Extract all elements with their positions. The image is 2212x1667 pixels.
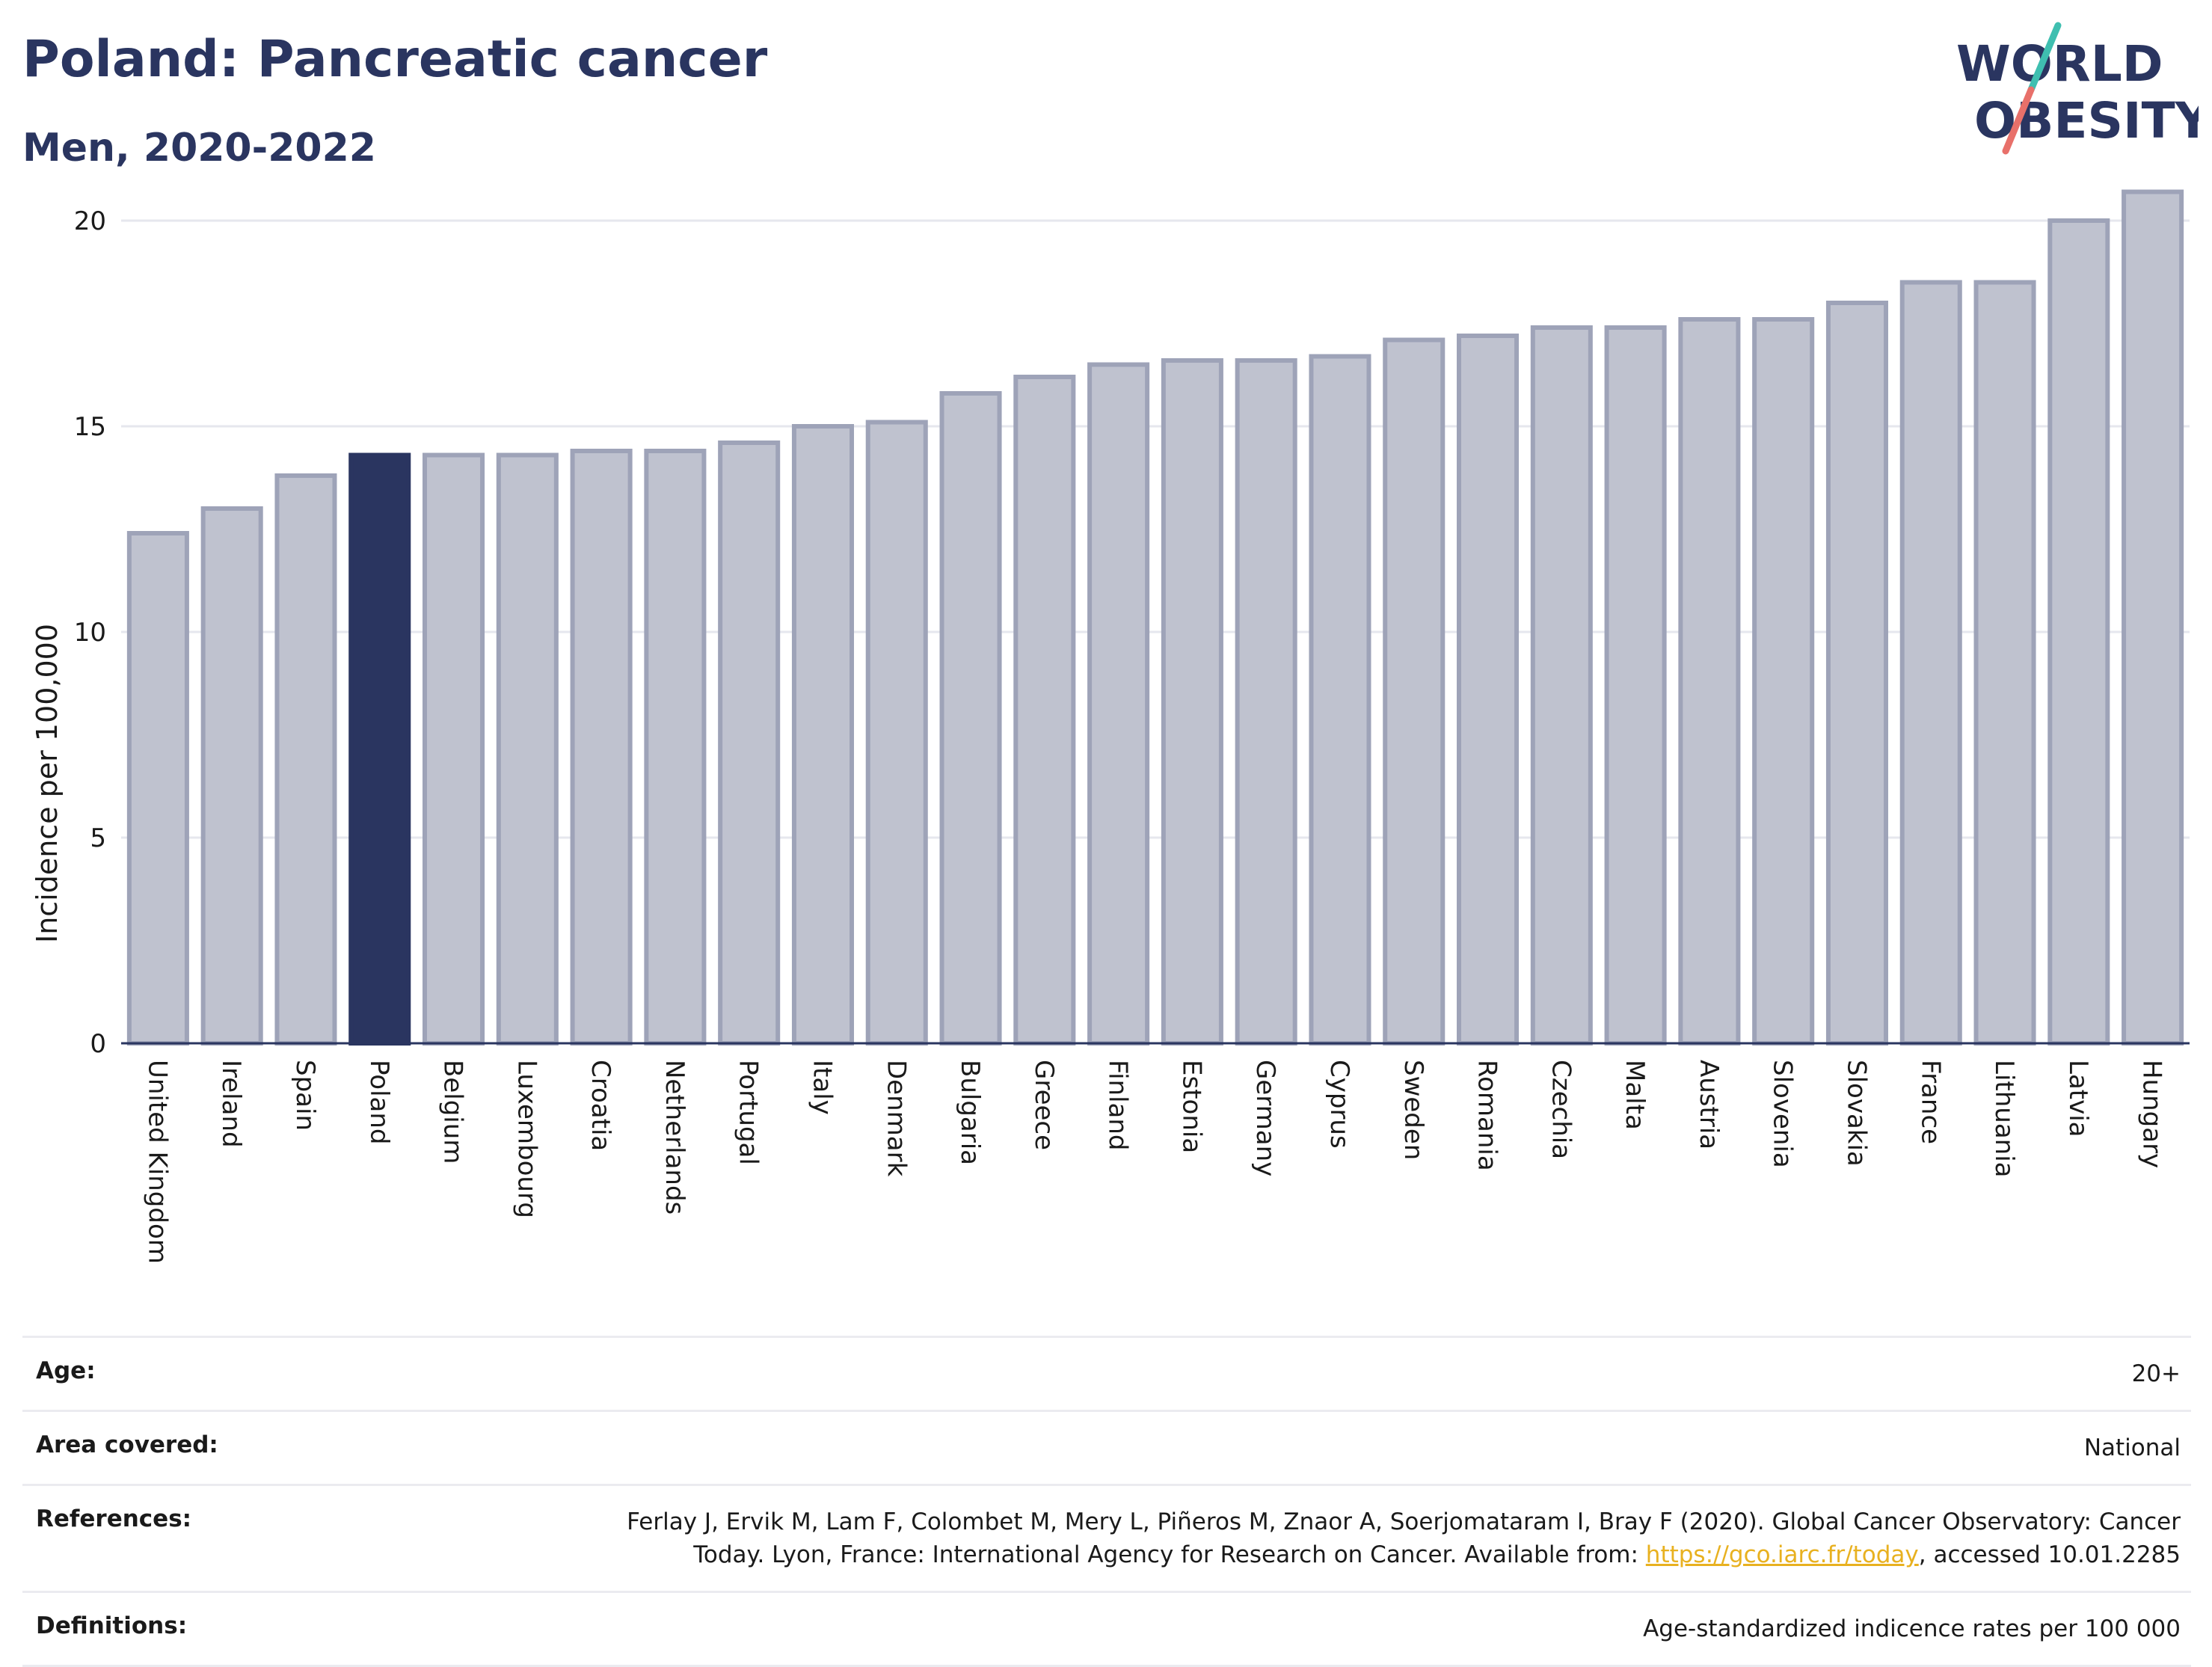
world-obesity-logo: WORLD OBESITY [1956, 22, 2199, 155]
x-tick-label: Sweden [1398, 1060, 1428, 1160]
x-tick-label: Czechia [1546, 1060, 1576, 1159]
info-row-age: Age: 20+ [22, 1336, 2191, 1410]
x-tick-label: Netherlands [660, 1060, 689, 1215]
x-tick-label: Greece [1029, 1060, 1059, 1150]
info-table: Age: 20+ Area covered: National Referenc… [22, 1336, 2191, 1667]
reference-accessed: , accessed 10.01.2285 [1918, 1541, 2181, 1568]
x-tick-label: United Kingdom [142, 1060, 172, 1264]
y-tick-label: 0 [90, 1029, 106, 1059]
info-row-definitions: Definitions: Age-standardized indicence … [22, 1591, 2191, 1667]
x-tick-label: Cyprus [1324, 1060, 1354, 1149]
bar-finland [1087, 362, 1150, 1046]
reference-link[interactable]: https://gco.iarc.fr/today [1645, 1541, 1919, 1568]
x-tick-label: Hungary [2137, 1060, 2167, 1168]
bar-slovenia [1752, 317, 1815, 1046]
info-key-age: Age: [36, 1357, 96, 1384]
x-tick-label: Malta [1620, 1060, 1650, 1130]
info-key-definitions: Definitions: [36, 1612, 188, 1639]
page-subtitle: Men, 2020-2022 [22, 126, 376, 171]
x-tick-label: Luxembourg [511, 1060, 541, 1218]
info-row-area: Area covered: National [22, 1410, 2191, 1484]
bar-bulgaria [939, 391, 1002, 1046]
x-tick-label: Portugal [734, 1060, 764, 1165]
bar-united-kingdom [126, 531, 189, 1046]
logo-slash-top [2027, 22, 2062, 93]
bar-sweden [1383, 337, 1446, 1046]
bar-ireland [200, 506, 263, 1046]
x-tick-label: Lithuania [1989, 1060, 2019, 1177]
bar-malta [1604, 325, 1667, 1046]
info-value-area: National [2083, 1434, 2181, 1461]
x-tick-label: Slovakia [1841, 1060, 1871, 1167]
y-tick-label: 20 [74, 206, 106, 236]
x-axis-labels: United Kingdom Ireland Spain Poland Belgium L… [142, 1060, 2166, 1264]
bar-latvia [2047, 218, 2110, 1046]
y-tick-label: 10 [74, 618, 106, 648]
bar-cyprus [1309, 354, 1371, 1046]
y-axis-title: Incidence per 100,000 [31, 624, 64, 943]
bar-germany [1235, 358, 1297, 1046]
bar-romania [1457, 334, 1520, 1046]
info-value-age: 20+ [2131, 1360, 2181, 1387]
info-value-references: Ferlay J, Ervik M, Lam F, Colombet M, Me… [573, 1505, 2181, 1571]
info-key-references: References: [36, 1505, 192, 1532]
x-tick-label: Croatia [586, 1060, 615, 1151]
logo-slash-bottom [2002, 86, 2035, 155]
reference-text: Ferlay J, Ervik M, Lam F, Colombet M, Me… [627, 1508, 2181, 1568]
x-tick-label: Estonia [1176, 1060, 1206, 1153]
x-tick-label: Denmark [881, 1060, 911, 1177]
bar-estonia [1161, 358, 1223, 1046]
bar-belgium [423, 452, 485, 1046]
x-tick-label: Belgium [438, 1060, 468, 1164]
bar-croatia [570, 449, 633, 1046]
bar-poland [348, 452, 411, 1046]
bar-hungary [2122, 189, 2184, 1046]
x-tick-label: Bulgaria [955, 1060, 985, 1165]
info-key-area: Area covered: [36, 1431, 218, 1458]
x-tick-label: Romania [1472, 1060, 1502, 1171]
bar-greece [1013, 375, 1076, 1046]
bar-denmark [865, 420, 928, 1046]
x-tick-label: Germany [1250, 1060, 1280, 1176]
x-tick-label: Spain [290, 1060, 320, 1131]
bar-netherlands [644, 449, 707, 1046]
x-tick-label: Finland [1103, 1060, 1133, 1151]
logo-line-1: WORLD [1956, 35, 2163, 93]
bar-czechia [1530, 325, 1593, 1046]
x-tick-label: Slovenia [1768, 1060, 1798, 1168]
bar-austria [1678, 317, 1741, 1046]
bar-italy [791, 424, 854, 1046]
info-value-definitions: Age-standardized indicence rates per 100… [1643, 1615, 2181, 1642]
bar-chart: 0 5 10 15 20 United Kingdom Ireland Spain Polan… [31, 189, 2190, 1264]
y-tick-label: 5 [90, 823, 106, 853]
x-tick-label: Ireland [216, 1060, 246, 1148]
page-title: Poland: Pancreatic cancer [22, 30, 768, 89]
bars [126, 189, 2184, 1046]
bar-lithuania [1973, 280, 2036, 1046]
bar-france [1899, 280, 1962, 1046]
x-tick-label: Austria [1694, 1060, 1724, 1149]
x-tick-label: France [1915, 1060, 1945, 1144]
bar-slovakia [1825, 301, 1888, 1046]
y-axis-ticks: 0 5 10 15 20 [74, 206, 106, 1059]
x-tick-label: Latvia [2063, 1060, 2093, 1138]
bar-luxembourg [496, 452, 559, 1046]
y-tick-label: 15 [74, 412, 106, 442]
x-tick-label: Poland [364, 1060, 394, 1145]
bar-spain [274, 473, 337, 1046]
info-row-references: References: Ferlay J, Ervik M, Lam F, Co… [22, 1484, 2191, 1591]
bar-portugal [718, 440, 781, 1046]
x-tick-label: Italy [807, 1060, 837, 1115]
